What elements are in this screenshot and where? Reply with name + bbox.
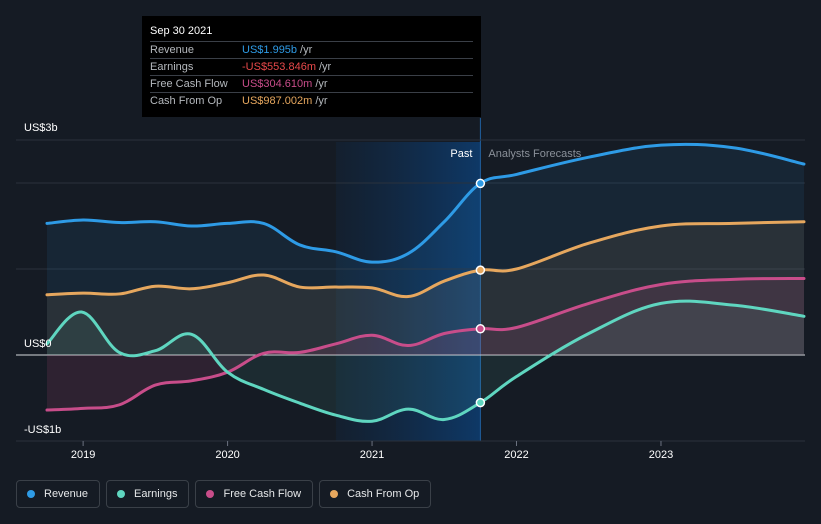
past-label: Past	[450, 148, 472, 160]
past-region	[335, 142, 481, 441]
tooltip-unit: /yr	[315, 78, 328, 90]
y-tick-label: US$0	[24, 338, 52, 350]
free-cash-flow-dot-icon	[206, 490, 215, 498]
tooltip-label: Cash From Op	[150, 95, 223, 107]
tooltip-value: US$304.610m	[242, 78, 313, 90]
earnings-line	[45, 299, 806, 423]
x-tick-label: 2019	[71, 449, 95, 461]
cash-from-op-dot-icon	[330, 490, 339, 498]
tooltip-unit: /yr	[319, 61, 332, 73]
cash-from-op-marker	[475, 265, 486, 275]
tooltip-row-revenue: Revenue US$1.995b /yr	[150, 41, 473, 58]
tooltip-unit: /yr	[315, 95, 328, 107]
chart-legend: Revenue Earnings Free Cash Flow Cash Fro…	[16, 480, 432, 508]
legend-item-revenue[interactable]: Revenue	[16, 480, 101, 508]
legend-item-free-cash-flow[interactable]: Free Cash Flow	[195, 480, 314, 508]
tooltip-value: US$1.995b	[242, 44, 298, 56]
earnings-area	[47, 301, 804, 422]
legend-label: Free Cash Flow	[223, 488, 302, 500]
tooltip-label: Revenue	[150, 44, 195, 56]
free-cash-flow-area	[47, 278, 804, 411]
free-cash-flow-marker	[475, 324, 486, 334]
chart-tooltip: Sep 30 2021 Revenue US$1.995b /yr Earnin…	[142, 16, 481, 117]
tooltip-label: Free Cash Flow	[150, 78, 228, 90]
revenue-marker	[475, 178, 486, 189]
legend-label: Earnings	[134, 488, 178, 500]
tooltip-date: Sep 30 2021	[150, 25, 213, 37]
tooltip-row-cash-from-op: Cash From Op US$987.002m /yr	[150, 92, 473, 109]
revenue-area	[47, 144, 804, 355]
tooltip-value: -US$553.846m	[242, 61, 316, 73]
tooltip-row-earnings: Earnings -US$553.846m /yr	[150, 58, 473, 75]
tooltip-row-free-cash-flow: Free Cash Flow US$304.610m /yr	[150, 75, 473, 92]
forecast-label: Analysts Forecasts	[488, 148, 581, 160]
earnings-dot-icon	[117, 490, 126, 498]
x-tick-label: 2021	[360, 449, 384, 461]
legend-item-cash-from-op[interactable]: Cash From Op	[319, 480, 432, 508]
y-tick-label: -US$1b	[24, 424, 61, 436]
tooltip-label: Earnings	[150, 61, 194, 73]
cash-from-op-line	[45, 220, 806, 299]
legend-label: Revenue	[44, 488, 89, 500]
revenue-line	[45, 142, 806, 264]
x-tick-label: 2020	[215, 449, 239, 461]
tooltip-value: US$987.002m	[242, 95, 313, 107]
free-cash-flow-line	[45, 276, 806, 412]
earnings-marker	[475, 397, 486, 408]
revenue-dot-icon	[27, 490, 35, 498]
y-tick-label: US$3b	[24, 122, 58, 134]
x-tick-label: 2023	[649, 449, 673, 461]
x-tick-label: 2022	[504, 449, 528, 461]
legend-item-earnings[interactable]: Earnings	[106, 480, 190, 508]
tooltip-unit: /yr	[300, 44, 313, 56]
legend-label: Cash From Op	[347, 488, 420, 500]
